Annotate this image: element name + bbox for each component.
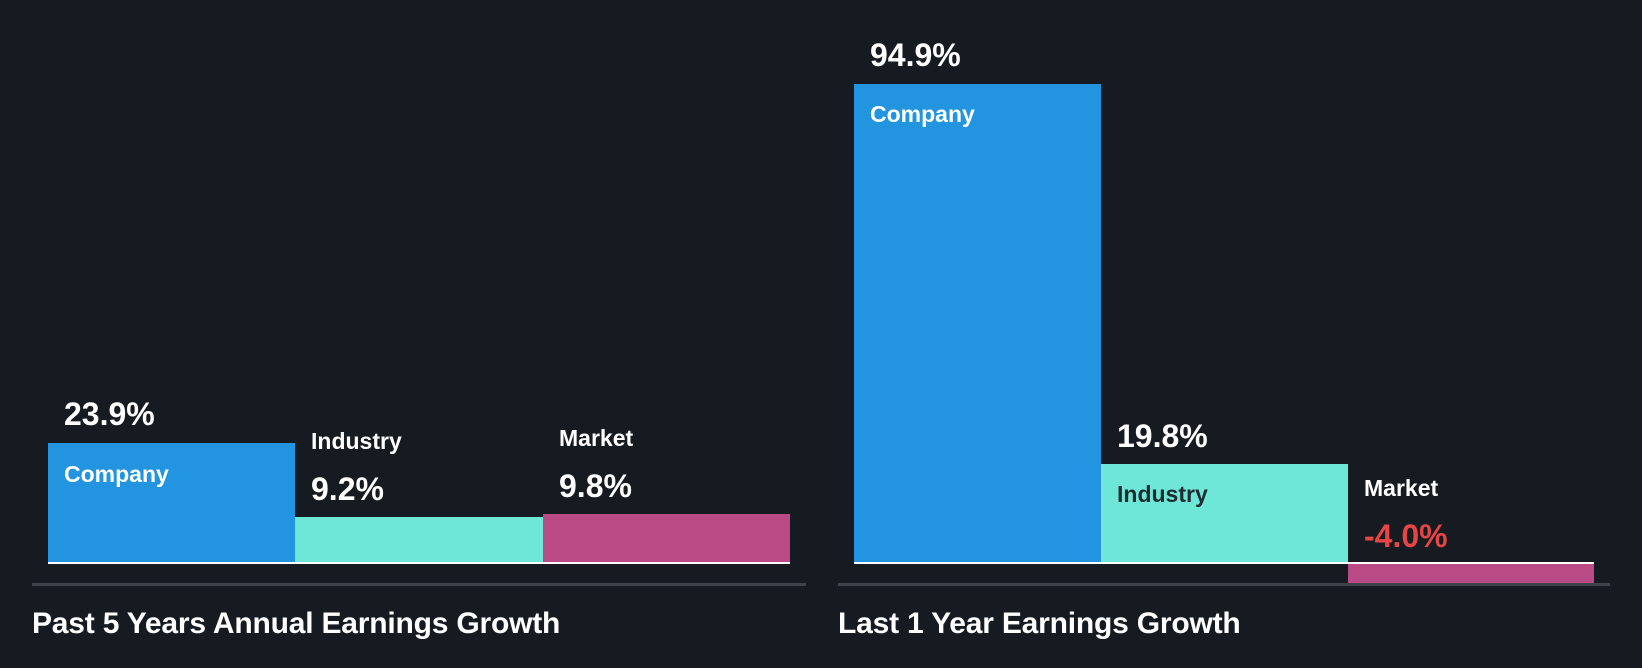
value-label-company: 94.9% — [870, 37, 961, 73]
zero-baseline — [48, 562, 790, 564]
bar-industry — [1101, 464, 1348, 563]
value-label-market: 9.8% — [559, 468, 632, 504]
value-label-industry: 9.2% — [311, 471, 384, 507]
axis-divider — [838, 583, 1610, 586]
category-label-industry: Industry — [1117, 481, 1208, 507]
category-label-company: Company — [64, 461, 169, 487]
axis-divider — [32, 583, 806, 586]
chart-title: Last 1 Year Earnings Growth — [838, 607, 1241, 640]
value-label-company: 23.9% — [64, 396, 155, 432]
chart-panel-past-5-years: 23.9% Company Industry 9.2% Market 9.8% … — [32, 396, 806, 640]
bar-company — [48, 443, 295, 563]
bar-industry — [295, 517, 543, 563]
value-label-market: -4.0% — [1364, 518, 1448, 554]
chart-title: Past 5 Years Annual Earnings Growth — [32, 607, 561, 640]
category-label-company: Company — [870, 101, 975, 127]
category-label-industry: Industry — [311, 428, 402, 454]
category-label-market: Market — [1364, 475, 1439, 501]
bar-market — [1348, 563, 1594, 584]
chart-panel-last-1-year: 94.9% Company 19.8% Industry Market -4.0… — [821, 0, 1642, 668]
category-label-market: Market — [559, 425, 634, 451]
bar-market — [543, 514, 790, 563]
value-label-industry: 19.8% — [1117, 418, 1208, 454]
bar-company — [854, 84, 1101, 563]
zero-baseline — [854, 562, 1594, 564]
